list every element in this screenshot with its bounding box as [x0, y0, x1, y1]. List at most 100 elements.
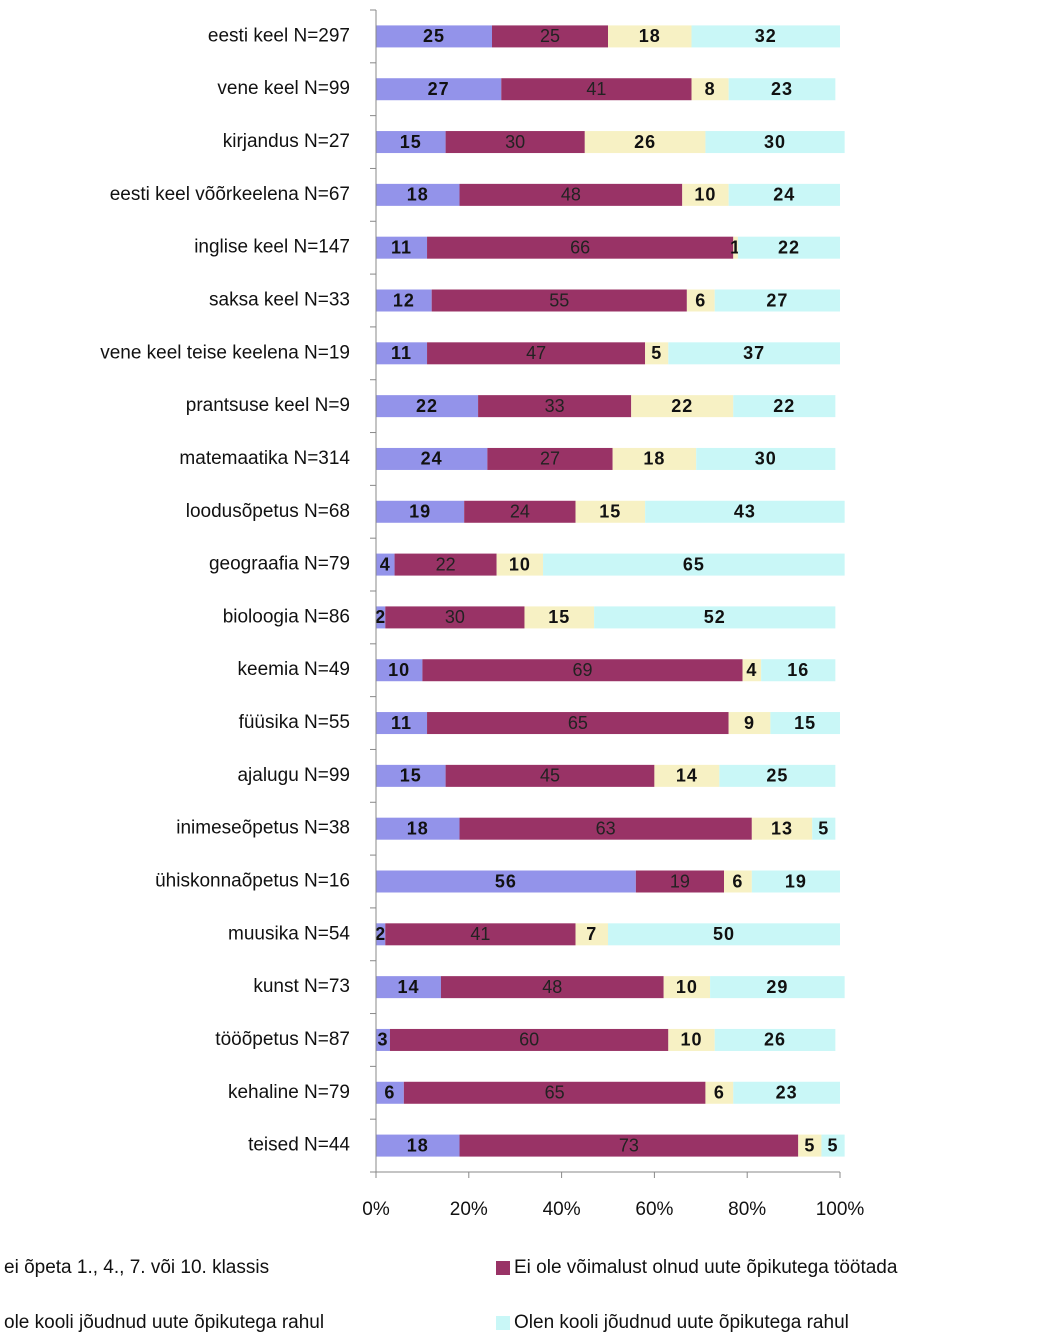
data-label: 50	[713, 924, 735, 944]
y-tick-label: tööõpetus N=87	[215, 1029, 350, 1050]
data-label: 22	[671, 396, 693, 416]
y-tick-label: muusika N=54	[228, 923, 350, 944]
data-label: 73	[619, 1135, 639, 1155]
data-label: 2	[375, 607, 386, 627]
data-label: 1	[730, 237, 741, 257]
data-label: 30	[505, 132, 525, 152]
bar-segment	[751, 870, 840, 893]
bar-segment	[376, 78, 502, 101]
bar-segment	[635, 870, 724, 893]
bar-segment	[751, 817, 813, 840]
bar-segment	[389, 1028, 669, 1051]
bar-segment	[575, 500, 646, 523]
data-label: 13	[771, 818, 793, 838]
data-label: 25	[423, 26, 445, 46]
bar-segment	[487, 447, 613, 470]
bar-segment	[608, 923, 840, 946]
bar-segment	[422, 659, 743, 682]
data-label: 14	[676, 766, 698, 786]
bar-segment	[654, 764, 720, 787]
bar-segment	[631, 395, 734, 418]
data-label: 15	[400, 132, 422, 152]
data-label: 22	[773, 396, 795, 416]
bar-segment	[728, 183, 840, 206]
legend-label: Ei ole võimalust olnud uute õpikutega tö…	[514, 1257, 898, 1278]
data-label: 5	[651, 343, 662, 363]
y-tick-label: keemia N=49	[238, 659, 350, 680]
data-label: 43	[734, 502, 756, 522]
bar-segment	[376, 131, 446, 154]
data-label: 47	[526, 343, 546, 363]
data-label: 22	[778, 237, 800, 257]
bar-segment	[478, 395, 632, 418]
bar-segment	[376, 1028, 390, 1051]
data-label: 6	[732, 871, 743, 891]
data-label: 60	[519, 1030, 539, 1050]
bar-segment	[376, 236, 428, 259]
bar-segment	[464, 500, 576, 523]
data-label: 30	[755, 449, 777, 469]
x-tick-label: 0%	[362, 1199, 390, 1220]
data-label: 56	[495, 871, 517, 891]
bar-segment	[798, 1134, 822, 1157]
data-label: 48	[542, 977, 562, 997]
data-label: 22	[416, 396, 438, 416]
data-label: 11	[391, 713, 412, 733]
bar-segment	[705, 131, 845, 154]
bar-segment	[376, 817, 460, 840]
bar-segment	[376, 870, 636, 893]
data-label: 27	[428, 79, 450, 99]
data-label: 26	[764, 1030, 786, 1050]
y-tick-label: prantsuse keel N=9	[186, 395, 350, 416]
bar-segment	[543, 553, 845, 576]
data-label: 19	[409, 502, 431, 522]
y-tick-label: kunst N=73	[253, 976, 350, 997]
data-label: 16	[787, 660, 809, 680]
x-tick-label: 100%	[816, 1199, 865, 1220]
data-label: 52	[704, 607, 726, 627]
data-label: 32	[755, 26, 777, 46]
bar-segment	[575, 923, 608, 946]
data-label: 8	[705, 79, 716, 99]
y-tick-label: eesti keel võõrkeelena N=67	[110, 184, 350, 205]
bar-segment	[376, 183, 460, 206]
y-tick-label: füüsika N=55	[239, 712, 350, 733]
bar-segment	[459, 1134, 799, 1157]
bar-segment	[737, 236, 840, 259]
data-label: 55	[549, 290, 569, 310]
bar-segment	[496, 553, 544, 576]
y-tick-label: vene keel N=99	[217, 78, 350, 99]
bar-segment	[691, 25, 840, 48]
data-label: 6	[695, 290, 706, 310]
y-tick-label: inimeseõpetus N=38	[176, 818, 350, 839]
bar-segment	[385, 923, 576, 946]
data-label: 11	[391, 343, 412, 363]
data-label: 4	[380, 554, 391, 574]
data-label: 10	[681, 1030, 703, 1050]
bar-segment	[770, 712, 840, 735]
bar-segment	[385, 606, 525, 629]
data-label: 37	[743, 343, 765, 363]
y-tick-label: kehaline N=79	[228, 1082, 350, 1103]
data-label: 23	[771, 79, 793, 99]
data-label: 41	[586, 79, 606, 99]
bar-segment	[427, 236, 734, 259]
data-label: 26	[634, 132, 656, 152]
data-label: 23	[776, 1083, 798, 1103]
data-label: 9	[744, 713, 755, 733]
legend-label: ole kooli jõudnud uute õpikutega rahul	[4, 1312, 324, 1333]
bar-segment	[376, 289, 432, 312]
bar-segment	[376, 923, 386, 946]
data-label: 27	[766, 290, 788, 310]
data-label: 4	[746, 660, 757, 680]
data-label: 66	[570, 237, 590, 257]
data-label: 15	[599, 502, 621, 522]
bar-segment	[612, 447, 697, 470]
data-label: 30	[445, 607, 465, 627]
bar-segment	[445, 131, 585, 154]
data-label: 7	[586, 924, 597, 944]
bar-segment	[705, 1081, 734, 1104]
data-label: 6	[714, 1083, 725, 1103]
data-label: 24	[773, 185, 795, 205]
bar-segment	[733, 236, 738, 259]
